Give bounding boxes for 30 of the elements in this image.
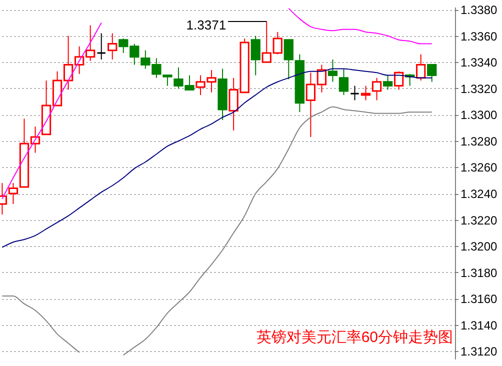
y-tick-label: 1.3380 — [460, 3, 498, 18]
candlestick — [360, 85, 371, 101]
candlestick — [427, 64, 437, 82]
y-tick-label: 1.3240 — [460, 187, 498, 202]
candlestick — [250, 35, 260, 76]
y-tick-label: 1.3340 — [460, 56, 498, 70]
y-tick-label: 1.3180 — [460, 266, 498, 280]
annotation: 1.3371 — [186, 17, 226, 32]
y-tick-label: 1.3360 — [460, 29, 498, 44]
candlestick — [372, 77, 382, 101]
annotation: 英镑对美元汇率60分钟走势图 — [256, 329, 453, 346]
y-tick-label: 1.3120 — [460, 344, 498, 359]
y-tick-label: 1.3220 — [460, 213, 498, 228]
candlestick — [108, 32, 118, 60]
candlestick — [394, 70, 404, 90]
candlestick — [328, 59, 338, 82]
y-tick-label: 1.3160 — [460, 292, 498, 306]
candlestick — [96, 32, 106, 60]
y-tick-label: 1.3200 — [460, 240, 498, 254]
candlestick — [350, 85, 360, 101]
y-tick-label: 1.3260 — [460, 160, 498, 175]
y-tick-label: 1.3320 — [460, 82, 498, 96]
candlestick — [416, 54, 426, 82]
candlestick — [338, 68, 349, 96]
candlestick — [382, 74, 393, 90]
y-tick-label: 1.3280 — [460, 134, 498, 148]
y-tick-label: 1.3300 — [460, 108, 498, 122]
candlestick — [8, 182, 18, 205]
candlestick — [162, 74, 172, 86]
y-tick-label: 1.3140 — [460, 318, 498, 332]
